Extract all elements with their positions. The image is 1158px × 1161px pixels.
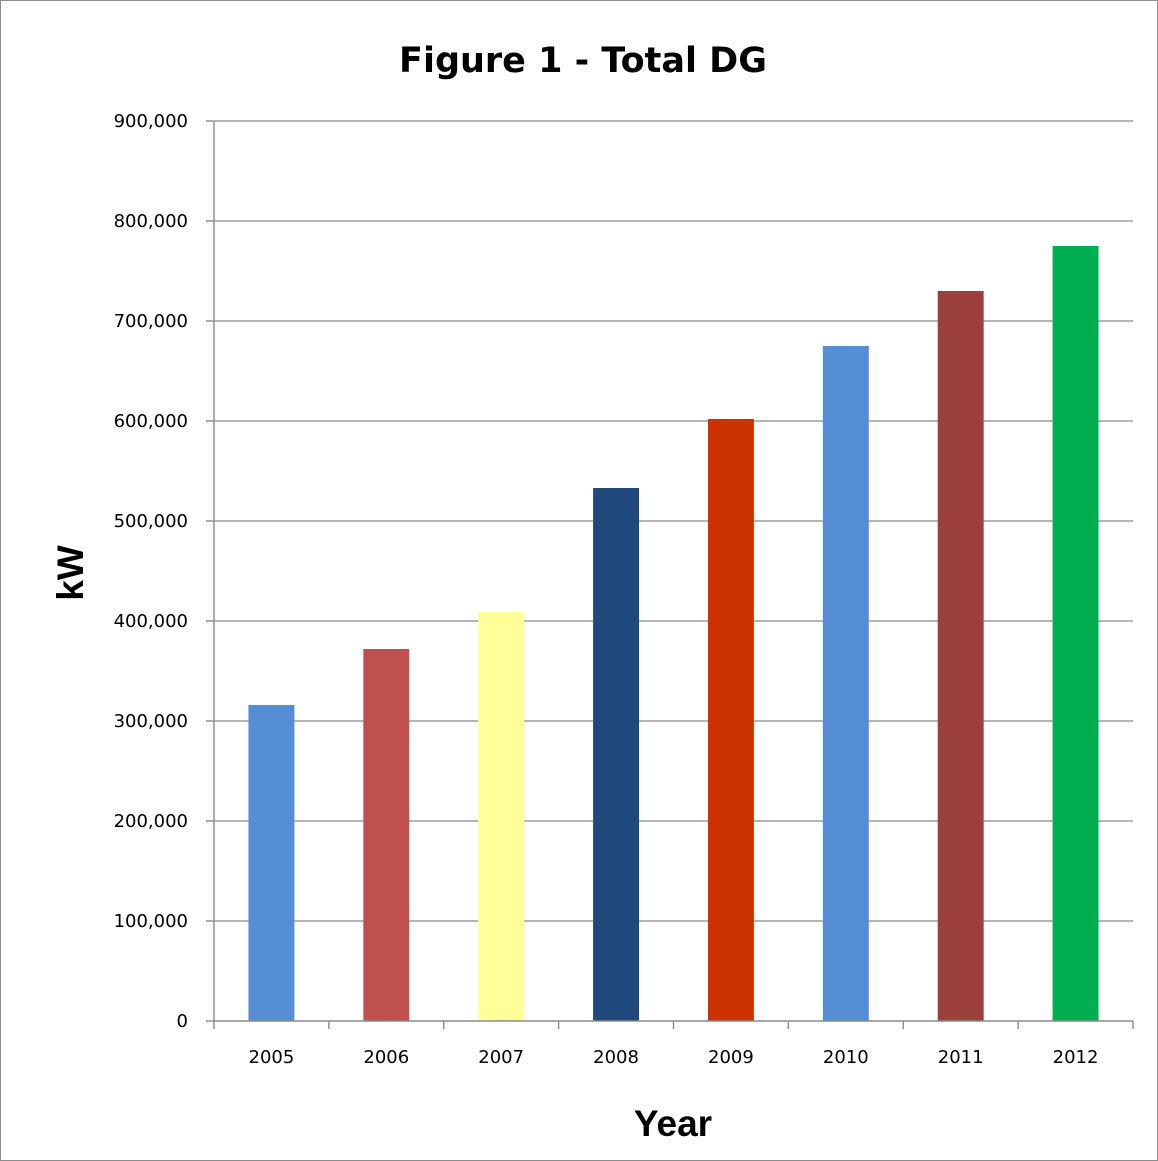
y-tick-label: 500,000 (114, 511, 188, 532)
y-tick-label: 200,000 (114, 811, 188, 832)
x-tick-label: 2005 (249, 1047, 295, 1068)
y-tick-label: 100,000 (114, 911, 188, 932)
y-axis-title: kW (50, 545, 91, 601)
y-tick-label: 300,000 (114, 711, 188, 732)
axes (213, 121, 1133, 1022)
bar-2008 (593, 488, 640, 1021)
x-tick-label: 2009 (708, 1047, 754, 1068)
x-axis-ticks: 2005 2006 2007 2008 2009 2010 2011 2012 (213, 1021, 1134, 1068)
bar-2010 (822, 346, 869, 1021)
x-axis-title: Year (634, 1103, 712, 1144)
y-tick-label: 600,000 (114, 411, 188, 432)
bar-2012 (1052, 246, 1099, 1021)
y-tick-label: 0 (177, 1011, 188, 1032)
chart-title: Figure 1 - Total DG (399, 41, 767, 81)
x-tick-label: 2007 (478, 1047, 524, 1068)
y-tick-label: 700,000 (114, 311, 188, 332)
bar-2007 (478, 612, 525, 1021)
x-tick-label: 2008 (593, 1047, 639, 1068)
x-tick-label: 2006 (363, 1047, 409, 1068)
x-tick-label: 2010 (823, 1047, 869, 1068)
x-tick-label: 2012 (1053, 1047, 1099, 1068)
y-tick-label: 400,000 (114, 611, 188, 632)
y-axis-ticks: 0 100,000 200,000 300,000 400,000 500,000 600,… (114, 111, 214, 1032)
bar-2011 (937, 291, 984, 1021)
bar-2005 (248, 705, 295, 1021)
bars (248, 246, 1099, 1021)
y-tick-label: 900,000 (114, 111, 188, 132)
bar-2009 (707, 419, 754, 1021)
bar-2006 (363, 649, 410, 1021)
x-tick-label: 2011 (938, 1047, 984, 1068)
gridlines (214, 120, 1133, 922)
y-tick-label: 800,000 (114, 211, 188, 232)
